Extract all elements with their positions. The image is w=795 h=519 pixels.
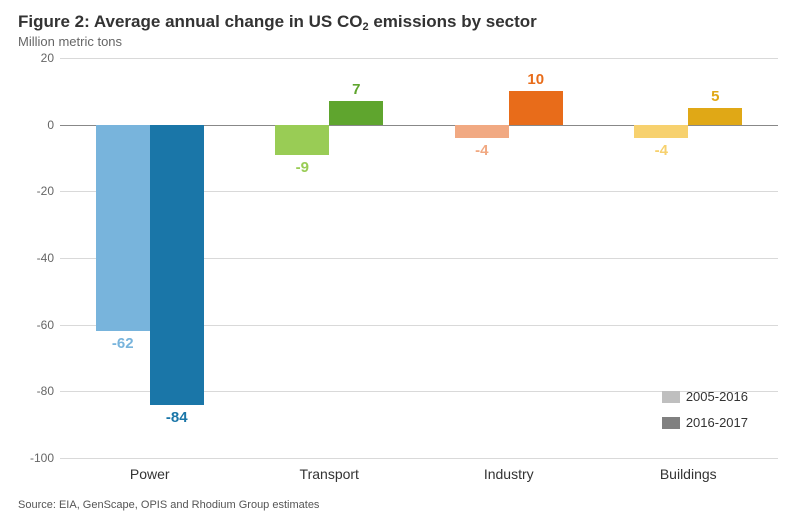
ytick-label: 20 [20, 51, 54, 65]
bar-value-label: -84 [166, 409, 188, 426]
ytick-label: -80 [20, 384, 54, 398]
bar-value-label: -9 [296, 159, 309, 176]
chart-title: Figure 2: Average annual change in US CO… [0, 0, 795, 34]
legend-swatch [662, 391, 680, 403]
legend-item: 2005-2016 [662, 388, 748, 404]
ytick-label: -100 [20, 451, 54, 465]
bar [634, 125, 688, 138]
xaxis-category-label: Transport [300, 466, 359, 482]
bar-value-label: 7 [352, 81, 360, 98]
plot-area: Power-62-84Transport-97Industry-410Build… [60, 58, 778, 458]
bar [329, 101, 383, 124]
grid-line [60, 458, 778, 459]
bar [150, 125, 204, 405]
bar-value-label: -4 [475, 142, 488, 159]
bar-value-label: -4 [655, 142, 668, 159]
chart-area: Power-62-84Transport-97Industry-410Build… [18, 58, 778, 478]
ytick-label: -20 [20, 184, 54, 198]
chart-subtitle: Million metric tons [0, 34, 795, 49]
bar-value-label: 5 [711, 88, 719, 105]
ytick-label: -40 [20, 251, 54, 265]
source-line: Source: EIA, GenScape, OPIS and Rhodium … [18, 499, 319, 511]
bar-value-label: 10 [527, 71, 544, 88]
bar [509, 91, 563, 124]
bar [96, 125, 150, 332]
xaxis-category-label: Industry [484, 466, 534, 482]
title-prefix: Figure 2: Average annual change in US CO [18, 12, 362, 31]
title-suffix: emissions by sector [369, 12, 537, 31]
title-sub: 2 [362, 21, 368, 33]
bar [275, 125, 329, 155]
xaxis-category-label: Power [130, 466, 170, 482]
ytick-label: 0 [20, 118, 54, 132]
legend-label: 2005-2016 [686, 389, 748, 404]
ytick-label: -60 [20, 318, 54, 332]
bar-value-label: -62 [112, 335, 134, 352]
grid-line [60, 58, 778, 59]
legend-swatch [662, 417, 680, 429]
bar [455, 125, 509, 138]
legend-item: 2016-2017 [662, 414, 748, 430]
bar [688, 108, 742, 125]
legend-label: 2016-2017 [686, 415, 748, 430]
xaxis-category-label: Buildings [660, 466, 717, 482]
